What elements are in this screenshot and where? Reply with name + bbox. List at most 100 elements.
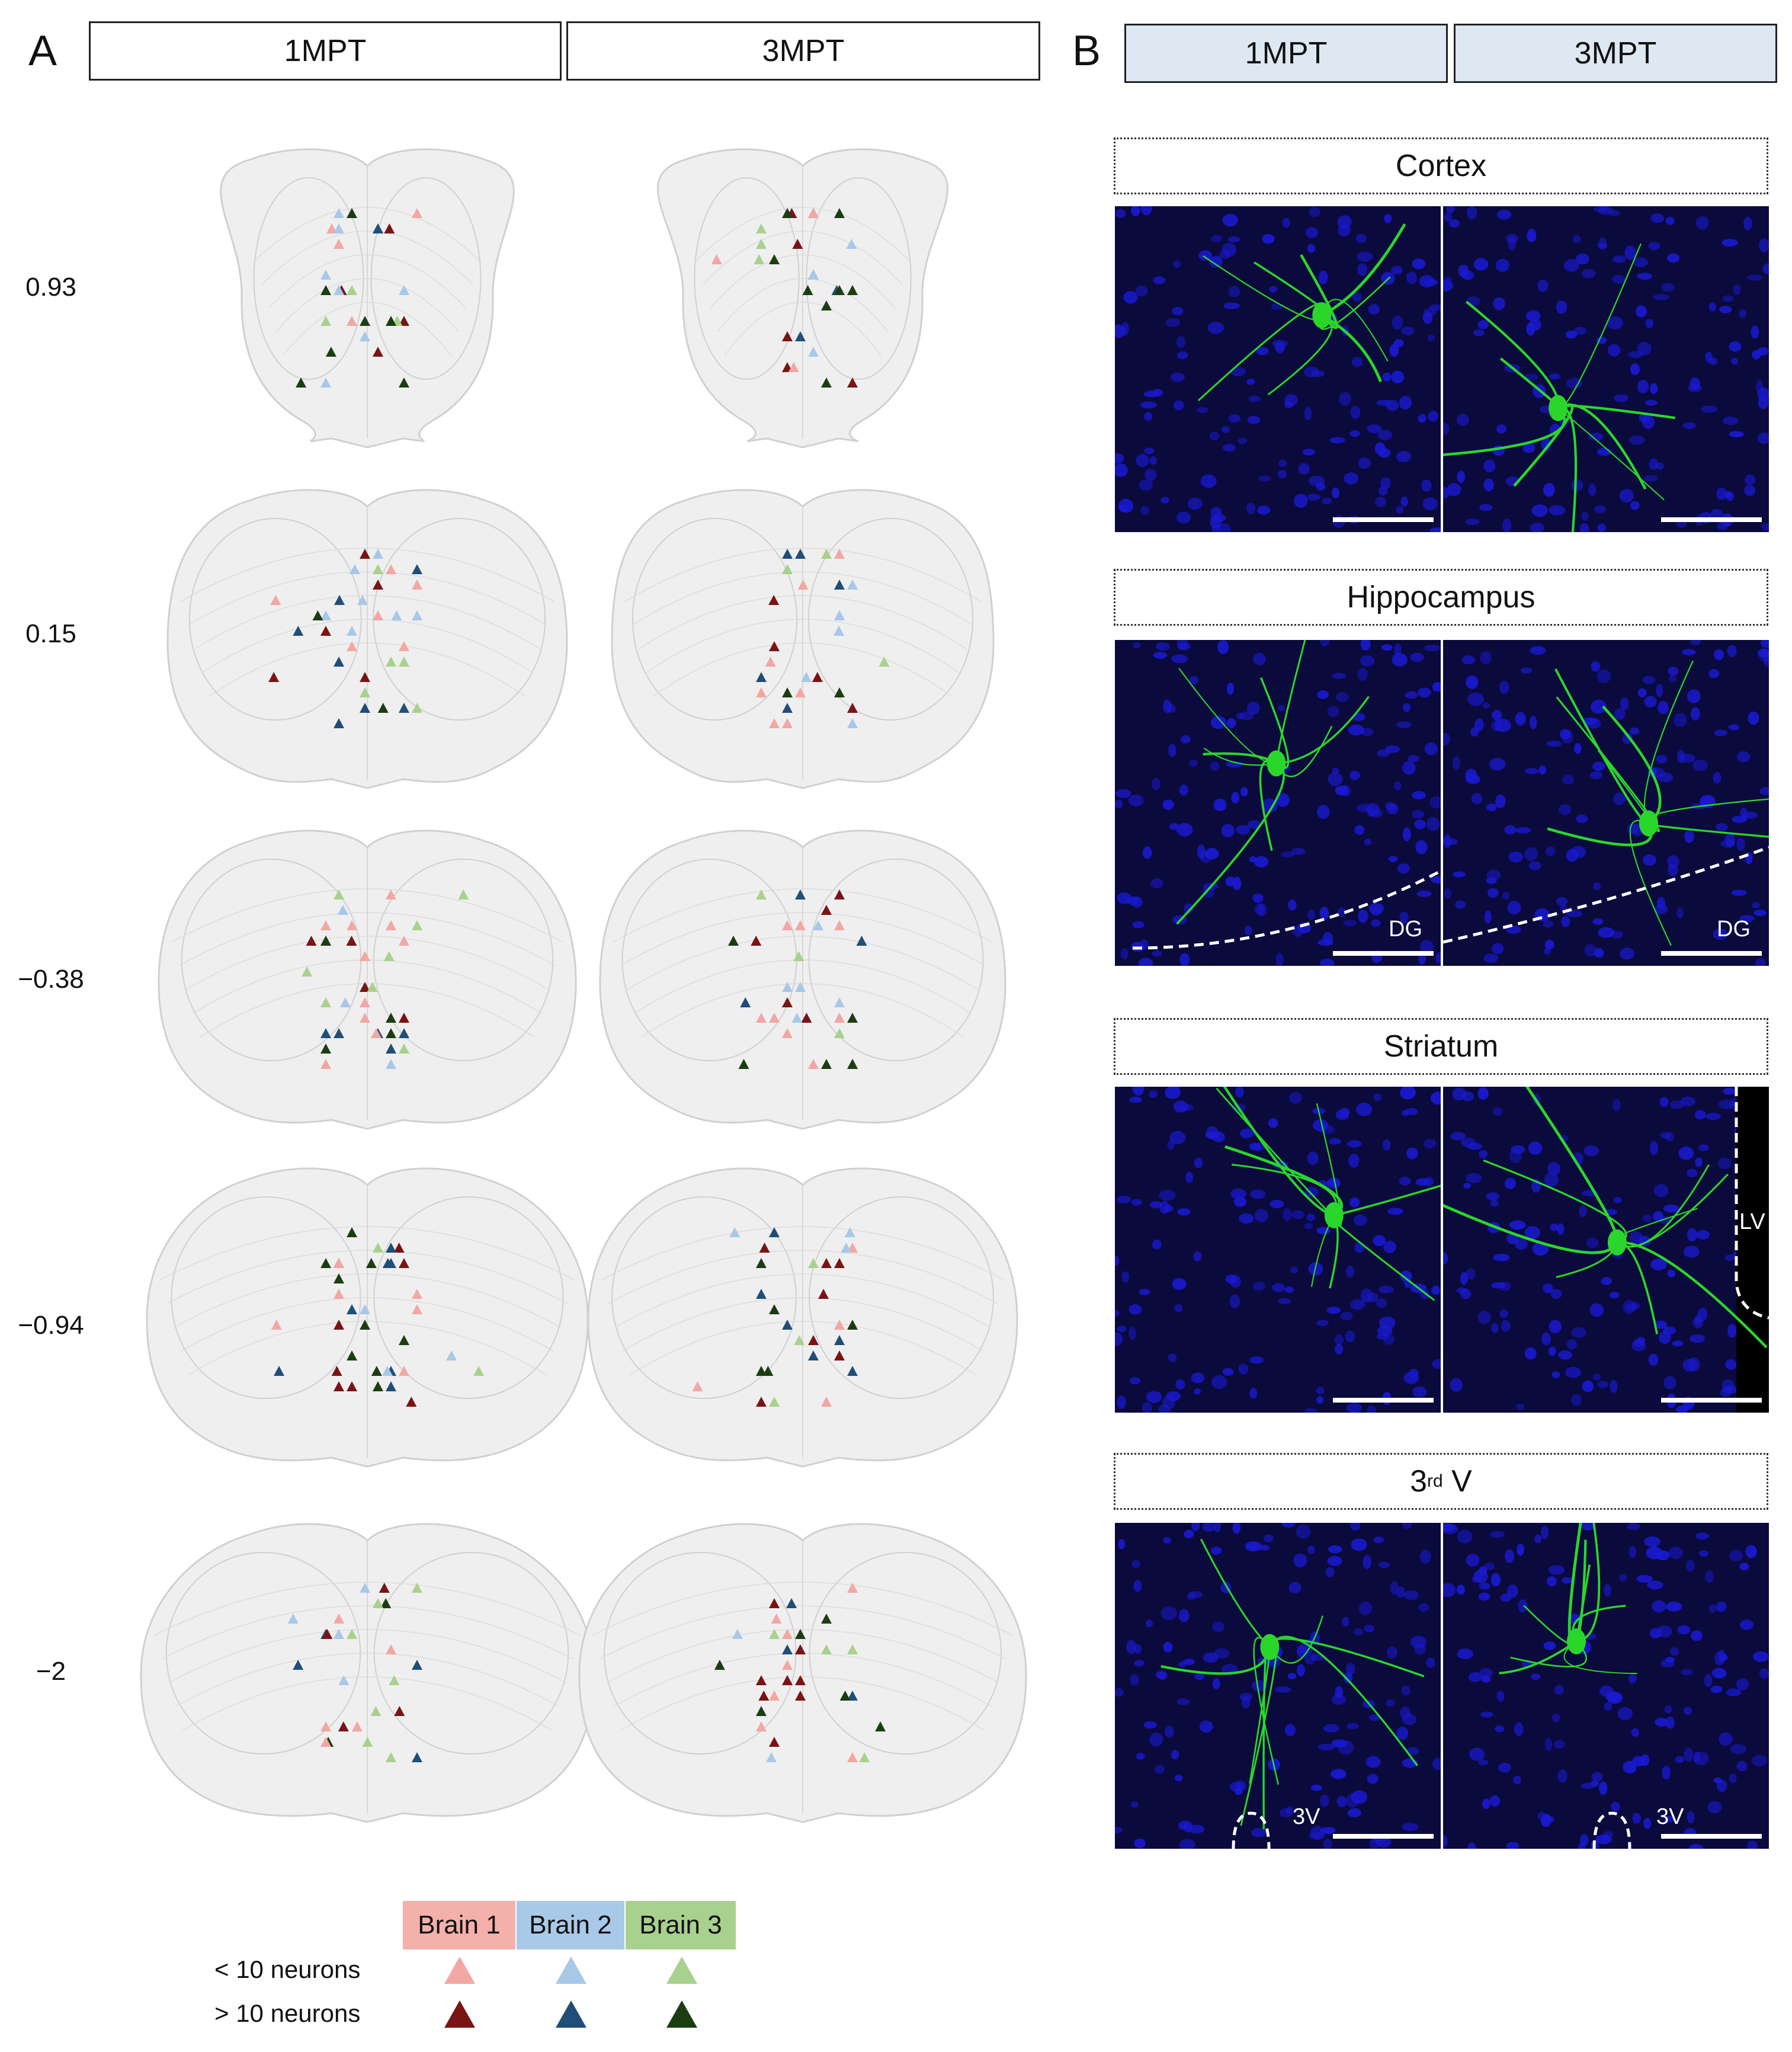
neuron-marker — [367, 982, 378, 992]
neuron-marker — [756, 1013, 767, 1023]
neuron-marker — [762, 1366, 774, 1376]
neuron-marker — [769, 1691, 780, 1701]
neuron-marker — [331, 1366, 342, 1376]
neuron-marker — [782, 718, 793, 728]
neuron-marker — [386, 564, 396, 574]
neuron-marker — [834, 687, 845, 697]
neuron-marker — [271, 1320, 282, 1330]
neuron-marker — [373, 580, 383, 590]
neuron-marker — [847, 1691, 858, 1701]
neuron-marker — [320, 1721, 331, 1731]
triangle-icon — [556, 1957, 586, 1984]
neuron-marker — [412, 1583, 422, 1593]
neuron-marker — [756, 223, 767, 233]
neuron-marker — [728, 936, 739, 946]
neuron-marker — [765, 657, 776, 667]
neuron-marker — [801, 1013, 812, 1023]
neuron-marker — [399, 1043, 409, 1054]
neuron-marker — [769, 1013, 780, 1023]
neuron-marker — [834, 1028, 845, 1038]
neuron-marker — [320, 920, 331, 930]
neuron-marker — [386, 889, 396, 899]
neuron-marker — [377, 703, 389, 713]
neuron-marker — [373, 549, 383, 559]
region-title-3rd-sup: rd — [1427, 1471, 1443, 1491]
neuron-marker — [399, 1335, 409, 1345]
neuron-marker — [349, 564, 360, 574]
coronal-section — [599, 830, 1006, 1130]
neuron-marker — [412, 1304, 422, 1314]
neuron-marker — [847, 1366, 858, 1376]
coronal-section — [220, 148, 515, 449]
legend-row-more-10: > 10 neurons — [214, 1999, 361, 2027]
anatomical-label: 3V — [1656, 1804, 1684, 1829]
neuron-marker — [360, 672, 370, 682]
neuron-marker — [812, 672, 823, 682]
neuron-marker — [334, 718, 344, 728]
neuron-marker — [386, 920, 396, 930]
neuron-marker — [782, 1660, 793, 1670]
neuron-marker — [334, 285, 344, 295]
neuron-marker — [847, 1644, 858, 1654]
neuron-marker — [386, 1644, 396, 1654]
neuron-marker — [765, 1752, 777, 1762]
neuron-marker — [795, 549, 806, 559]
neuron-marker — [322, 1629, 333, 1639]
neuron-marker — [320, 936, 331, 946]
neuron-marker — [383, 951, 395, 961]
coronal-section — [611, 489, 995, 789]
neuron-marker — [399, 936, 409, 946]
neuron-marker — [334, 1289, 344, 1299]
neuron-marker — [326, 223, 338, 233]
coronal-section — [146, 1167, 589, 1468]
neuron-marker — [729, 1227, 740, 1237]
neuron-marker — [306, 936, 317, 946]
neuron-marker — [334, 595, 345, 605]
region-title-3rd-tail: V — [1442, 1464, 1472, 1499]
neuron-marker — [320, 626, 331, 636]
neuron-marker — [795, 1675, 806, 1685]
neuron-marker — [399, 285, 409, 295]
neuron-marker — [821, 1644, 832, 1654]
neuron-marker — [379, 1583, 390, 1593]
neuron-marker — [334, 1028, 345, 1038]
neuron-marker — [792, 239, 803, 249]
neuron-marker — [847, 1059, 858, 1069]
neuron-marker — [754, 254, 765, 264]
neuron-marker — [795, 1644, 806, 1654]
neuron-marker — [818, 1289, 829, 1299]
neuron-marker — [412, 1289, 422, 1299]
micrograph-image: 3V — [1115, 1523, 1441, 1849]
neuron-marker — [834, 285, 845, 295]
neuron-marker — [373, 347, 383, 357]
region-title-cortex: Cortex — [1114, 137, 1768, 194]
neuron-marker — [362, 1737, 373, 1747]
neuron-marker — [769, 718, 780, 728]
panel-b-letter: B — [1072, 27, 1101, 75]
neuron-marker — [360, 1583, 370, 1593]
neuron-marker — [382, 1366, 393, 1376]
neuron-marker — [769, 1598, 780, 1608]
neuron-marker — [782, 982, 793, 992]
neuron-marker — [732, 1629, 743, 1639]
neuron-marker — [801, 672, 812, 682]
neuron-marker — [346, 936, 357, 946]
neuron-marker — [320, 270, 331, 280]
neuron-marker — [320, 1028, 331, 1038]
neuron-marker — [808, 1059, 819, 1069]
neuron-marker — [788, 362, 799, 372]
neuron-marker — [384, 223, 395, 233]
neuron-marker — [797, 580, 809, 590]
neuron-marker — [334, 1273, 344, 1283]
neuron-marker — [360, 997, 370, 1007]
neuron-marker — [794, 1335, 805, 1345]
neuron-marker — [808, 208, 819, 218]
neuron-marker — [334, 239, 344, 249]
neuron-marker — [386, 657, 396, 667]
neuron-marker — [834, 1013, 845, 1023]
neuron-marker — [821, 300, 832, 310]
neuron-marker — [334, 223, 344, 233]
neuron-marker — [756, 1289, 767, 1299]
neuron-marker — [347, 285, 357, 295]
